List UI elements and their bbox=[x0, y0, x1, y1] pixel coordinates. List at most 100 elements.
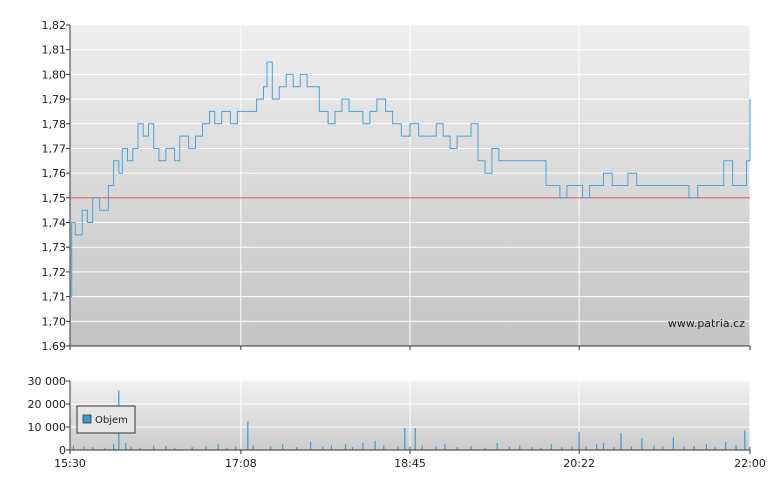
volume-bar bbox=[435, 446, 437, 450]
legend-label: Objem bbox=[95, 415, 128, 426]
volume-y-tick-label: 20 000 bbox=[28, 398, 67, 411]
volume-bar bbox=[153, 445, 155, 450]
price-y-tick-label: 1,80 bbox=[42, 68, 67, 81]
volume-bar bbox=[322, 446, 324, 450]
volume-bar bbox=[409, 446, 411, 450]
volume-gridlines bbox=[69, 380, 751, 450]
price-series-line bbox=[70, 61, 751, 298]
volume-bar bbox=[414, 428, 416, 450]
volume-y-tick-label: 30 000 bbox=[28, 375, 67, 388]
volume-y-tick-label: 0 bbox=[59, 444, 66, 457]
volume-bar bbox=[672, 437, 674, 450]
volume-bar bbox=[383, 445, 385, 450]
volume-bar bbox=[421, 445, 423, 450]
volume-bar bbox=[602, 443, 605, 450]
volume-bar bbox=[104, 448, 106, 450]
volume-bar bbox=[662, 446, 664, 450]
volume-bar bbox=[205, 446, 207, 450]
time-x-tick-label: 15:30 bbox=[54, 457, 86, 470]
volume-bar bbox=[269, 446, 272, 450]
volume-bar bbox=[191, 447, 193, 450]
price-y-tick-label: 1,72 bbox=[42, 266, 67, 279]
volume-bar bbox=[362, 443, 364, 450]
volume-bar bbox=[296, 447, 298, 450]
price-y-axis: 1,82 1,81 1,80 1,79 1,78 1,77 1,76 1,75 1,74 1,73… bbox=[42, 19, 71, 353]
volume-bar bbox=[561, 447, 563, 450]
watermark[interactable]: www.patria.cz bbox=[668, 317, 745, 330]
volume-bar bbox=[683, 446, 685, 450]
volume-bar bbox=[531, 447, 533, 450]
volume-bar bbox=[330, 445, 333, 450]
volume-y-tick-label: 10 000 bbox=[28, 421, 67, 434]
volume-bar bbox=[351, 447, 354, 450]
volume-bar bbox=[641, 438, 643, 450]
volume-bar bbox=[139, 447, 141, 450]
volume-bar bbox=[130, 446, 132, 450]
volume-bar bbox=[217, 444, 219, 451]
volume-bar bbox=[613, 447, 615, 450]
volume-bar bbox=[125, 443, 127, 450]
volume-bar bbox=[620, 432, 622, 451]
volume-bar bbox=[92, 447, 94, 450]
volume-bar bbox=[585, 446, 587, 450]
price-y-tick-label: 1,70 bbox=[42, 315, 67, 328]
volume-bar bbox=[72, 445, 75, 450]
price-x-tick-marks bbox=[69, 346, 751, 350]
legend-swatch-icon bbox=[82, 414, 92, 424]
volume-bar bbox=[496, 443, 498, 450]
volume-bar bbox=[571, 446, 573, 450]
volume-bar bbox=[247, 421, 249, 451]
volume-bar bbox=[344, 444, 347, 451]
volume-bar bbox=[725, 441, 727, 450]
time-x-tick-label: 17:08 bbox=[225, 457, 257, 470]
price-y-tick-label: 1,78 bbox=[42, 118, 67, 131]
volume-bar bbox=[470, 445, 472, 450]
volume-bar bbox=[550, 444, 552, 451]
volume-bar bbox=[174, 448, 176, 450]
volume-bar bbox=[226, 447, 228, 450]
volume-bar bbox=[310, 441, 312, 450]
volume-bar bbox=[374, 440, 376, 450]
volume-bar bbox=[252, 445, 254, 450]
volume-bar bbox=[113, 444, 115, 451]
volume-bar bbox=[630, 446, 632, 450]
volume-bar bbox=[653, 445, 655, 450]
volume-bar bbox=[705, 444, 707, 451]
time-x-tick-label: 22:00 bbox=[734, 457, 766, 470]
volume-bar bbox=[83, 446, 85, 450]
volume-bar bbox=[735, 445, 737, 450]
time-x-axis: 15:30 17:08 18:45 20:22 22:00 bbox=[54, 450, 766, 470]
volume-legend: Objem bbox=[76, 405, 136, 434]
price-panel: 1,82 1,81 1,80 1,79 1,78 1,77 1,76 1,75 1,74 1,73… bbox=[42, 19, 751, 353]
price-y-tick-label: 1,77 bbox=[42, 142, 67, 155]
volume-bar bbox=[749, 446, 751, 450]
price-y-tick-label: 1,73 bbox=[42, 241, 67, 254]
volume-bar bbox=[744, 430, 746, 450]
volume-bar bbox=[540, 447, 542, 450]
volume-bar bbox=[404, 428, 406, 450]
volume-bar bbox=[444, 444, 446, 451]
volume-bar bbox=[484, 447, 486, 450]
time-x-tick-label: 20:22 bbox=[563, 457, 595, 470]
volume-bar bbox=[508, 446, 510, 450]
price-y-tick-label: 1,71 bbox=[42, 291, 67, 304]
time-x-tick-label: 18:45 bbox=[394, 457, 426, 470]
volume-bar bbox=[519, 445, 521, 450]
volume-bar bbox=[456, 447, 458, 450]
volume-bar bbox=[397, 446, 399, 450]
price-y-tick-label: 1,74 bbox=[42, 217, 67, 230]
volume-bar bbox=[578, 431, 580, 450]
volume-bar bbox=[714, 447, 716, 450]
volume-bar bbox=[596, 444, 598, 451]
volume-bar bbox=[165, 445, 167, 450]
price-y-tick-label: 1,79 bbox=[42, 93, 67, 106]
volume-bar bbox=[235, 446, 237, 450]
volume-bar bbox=[693, 445, 695, 450]
volume-panel: 30 000 20 000 10 000 0 15:30 17:08 18:45 20:22… bbox=[28, 375, 766, 470]
price-y-tick-label: 1,75 bbox=[42, 192, 67, 205]
volume-y-axis: 30 000 20 000 10 000 0 bbox=[28, 375, 71, 457]
volume-bar bbox=[282, 444, 284, 451]
price-y-tick-label: 1,76 bbox=[42, 167, 67, 180]
